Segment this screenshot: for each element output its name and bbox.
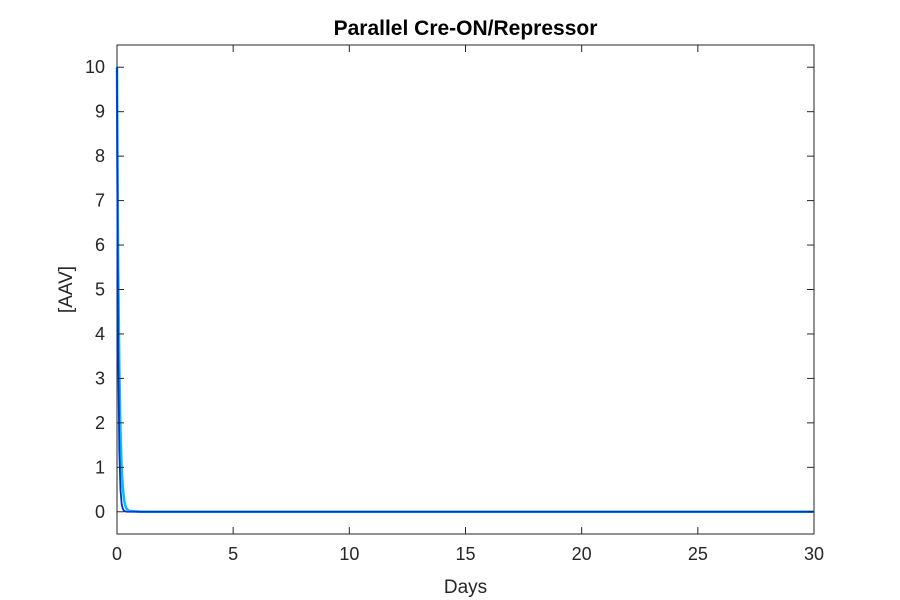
series-layer — [115, 67, 814, 514]
y-tick-label: 0 — [95, 502, 105, 522]
y-tick-label: 3 — [95, 368, 105, 388]
y-tick-label: 5 — [95, 280, 105, 300]
x-tick-label: 20 — [572, 544, 592, 564]
y-tick-label: 6 — [95, 235, 105, 255]
y-tick-label: 2 — [95, 413, 105, 433]
x-tick-label: 10 — [339, 544, 359, 564]
y-tick-label: 8 — [95, 146, 105, 166]
x-tick-label: 0 — [112, 544, 122, 564]
x-tick-label: 5 — [228, 544, 238, 564]
y-tick-label: 7 — [95, 191, 105, 211]
x-tick-label: 15 — [455, 544, 475, 564]
plot-area — [116, 44, 815, 535]
y-axis-label: [AAV] — [56, 266, 77, 313]
x-tick-label: 25 — [688, 544, 708, 564]
y-tick-label: 10 — [85, 57, 105, 77]
ticks-layer: 0 5 10 15 20 25 30 0 1 2 3 4 5 6 7 8 9 10 — [85, 45, 824, 564]
chart-title: Parallel Cre-ON/Repressor — [334, 17, 598, 40]
x-axis-label: Days — [444, 577, 487, 598]
y-tick-label: 9 — [95, 102, 105, 122]
x-tick-label: 30 — [804, 544, 824, 564]
y-tick-label: 4 — [95, 324, 105, 344]
series-line-2 — [116, 67, 814, 513]
y-tick-label: 1 — [95, 457, 105, 477]
